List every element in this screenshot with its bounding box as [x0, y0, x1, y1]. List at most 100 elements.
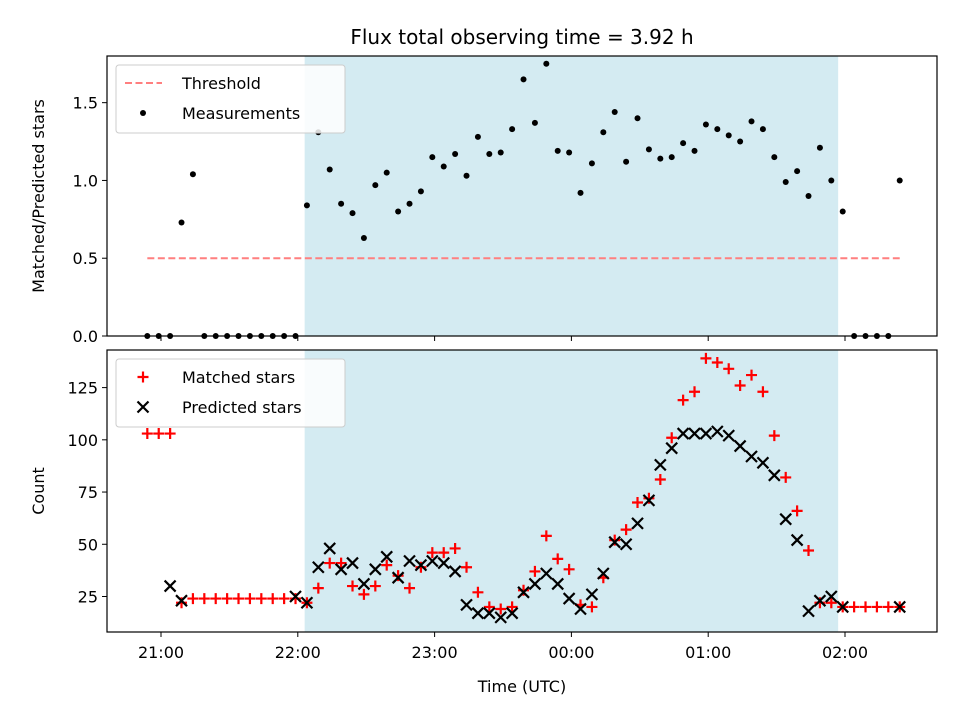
predicted-star-point — [414, 558, 428, 572]
matched-star-point — [711, 357, 723, 369]
matched-star-point — [176, 597, 188, 609]
axes-frame — [106, 349, 938, 633]
measurement-point — [406, 200, 413, 207]
measurement-point — [634, 115, 641, 122]
legend-entry-label: Matched stars — [182, 368, 295, 387]
matched-star-point — [381, 559, 393, 571]
measurement-point — [805, 193, 812, 199]
matched-star-point — [187, 593, 199, 605]
predicted-star-point — [334, 563, 348, 576]
measurement-point — [816, 144, 823, 151]
measurement-point — [486, 151, 493, 157]
matched-star-point — [426, 547, 438, 559]
predicted-star-point — [323, 542, 336, 555]
predicted-star-point — [597, 567, 610, 580]
matched-star-point — [814, 597, 826, 609]
x-axis-label: Time (UTC) — [477, 677, 566, 696]
predicted-star-point — [768, 469, 781, 482]
matched-star-point — [141, 428, 153, 440]
predicted-star-point — [300, 596, 314, 610]
predicted-star-point — [585, 588, 599, 601]
matched-star-point — [392, 570, 404, 582]
measurement-point — [782, 179, 789, 185]
predicted-star-point — [528, 577, 542, 591]
matched-star-point — [415, 561, 427, 573]
matched-star-point — [312, 582, 324, 594]
predicted-star-point — [369, 563, 382, 576]
measurement-point — [566, 149, 573, 156]
predicted-star-point — [779, 512, 792, 526]
predicted-star-point — [574, 602, 587, 616]
measurement-point — [588, 160, 595, 167]
matched-star-point — [461, 561, 473, 573]
observing-window-region — [304, 56, 839, 336]
measurement-point — [702, 121, 709, 128]
predicted-star-point — [289, 590, 302, 603]
bottom-panel: 25 50 75 100 125 21:00 22:00 23:00 00:00 01:00 02:… — [29, 349, 938, 696]
matched-star-point — [369, 580, 381, 592]
y-tick-label: 100 — [67, 431, 98, 450]
measurement-point — [828, 177, 835, 184]
y-tick-label: 25 — [78, 587, 98, 606]
matched-star-point — [700, 352, 712, 364]
matched-star-point — [449, 542, 461, 554]
measurement-point — [794, 168, 801, 175]
matched-star-point — [746, 369, 758, 381]
matched-star-point — [290, 593, 302, 605]
predicted-star-point — [494, 611, 507, 624]
matched-star-point — [335, 557, 347, 569]
matched-star-point — [483, 601, 495, 613]
measurement-point — [725, 132, 732, 139]
predicted-star-point — [642, 494, 656, 507]
predicted-star-point — [619, 537, 633, 551]
y-tick-label: 1.5 — [73, 94, 98, 113]
measurement-point — [577, 189, 584, 196]
matched-star-point — [255, 593, 267, 605]
measurement-point — [474, 133, 481, 140]
predicted-star-point — [676, 427, 690, 440]
x-tick-label: 23:00 — [412, 643, 458, 662]
y-tick-label: 0.5 — [73, 249, 98, 268]
predicted-star-point — [346, 556, 359, 570]
predicted-star-point — [825, 590, 838, 603]
x-tick-label: 01:00 — [685, 643, 731, 662]
predicted-star-point — [631, 517, 644, 530]
measurement-point — [896, 177, 903, 184]
predicted-star-point — [505, 606, 519, 620]
predicted-star-point — [893, 600, 906, 614]
matched-star-point — [882, 601, 894, 613]
legend-measurement-swatch — [140, 110, 146, 116]
matched-star-point — [324, 557, 336, 569]
predicted-star-point — [312, 560, 325, 574]
measurement-point — [737, 138, 744, 145]
measurement-point — [440, 163, 447, 170]
measurement-point — [372, 182, 379, 189]
matched-star-point — [734, 380, 746, 392]
predicted-star-point — [688, 427, 701, 440]
y-tick-label: 50 — [78, 535, 98, 554]
measurement-point — [452, 151, 459, 157]
matched-star-point — [472, 586, 484, 598]
measurement-point — [326, 166, 333, 173]
y-axis-label: Count — [29, 467, 48, 515]
y-tick-label: 0.0 — [73, 327, 98, 346]
legend-matched-swatch — [137, 371, 149, 383]
measurement-point — [600, 129, 607, 136]
matched-star-point — [404, 582, 416, 594]
matched-star-point — [723, 363, 735, 375]
x-tick-label: 21:00 — [138, 643, 184, 662]
measurement-point — [349, 210, 356, 217]
matched-star-point — [586, 601, 598, 613]
matched-star-point — [552, 553, 564, 565]
predicted-star-point — [517, 586, 530, 599]
y-tick-label: 75 — [78, 483, 98, 502]
chart-title: Flux total observing time = 3.92 h — [350, 25, 693, 49]
matched-star-point — [518, 584, 530, 596]
predicted-star-point — [551, 577, 564, 591]
predicted-star-point — [745, 450, 758, 463]
predicted-star-point — [175, 594, 188, 607]
matched-star-point — [643, 492, 655, 504]
measurement-point — [395, 208, 402, 215]
